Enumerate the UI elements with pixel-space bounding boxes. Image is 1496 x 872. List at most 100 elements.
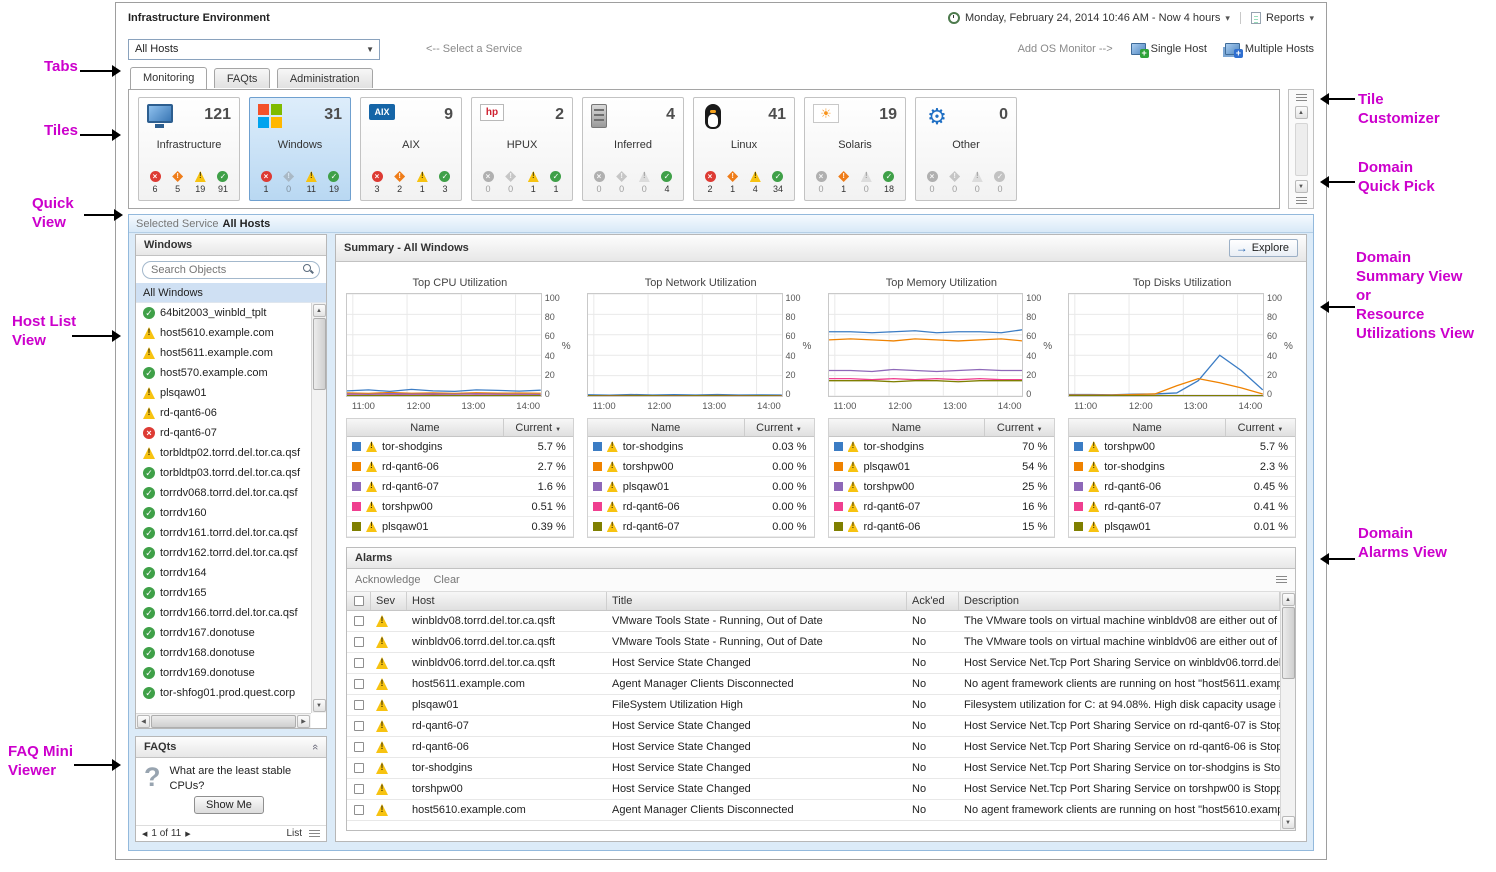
collapse-icon[interactable] — [312, 741, 318, 753]
utilization-row[interactable]: ! rd-qant6-06 2.7 % — [347, 457, 573, 477]
host-list-item[interactable]: ✓ torrdv168.donotuse — [136, 643, 311, 663]
column-header-current[interactable]: Current — [502, 419, 573, 436]
host-list-item-all[interactable]: All Windows — [136, 283, 326, 303]
alarm-row[interactable]: ! host5611.example.com Agent Manager Clien… — [347, 674, 1280, 695]
alarm-row[interactable]: ! winbldv06.torrd.del.tor.ca.qsft VMware T… — [347, 632, 1280, 653]
scrollbar-thumb[interactable] — [151, 714, 296, 728]
alarm-row[interactable]: ! winbldv08.torrd.del.tor.ca.qsft VMware T… — [347, 611, 1280, 632]
explore-button[interactable]: Explore — [1228, 239, 1298, 257]
alarm-row[interactable]: ! rd-qant6-07 Host Service State Changed No… — [347, 716, 1280, 737]
time-range-selector[interactable]: Monday, February 24, 2014 10:46 AM - Now… — [965, 12, 1221, 24]
column-header-name[interactable]: Name — [891, 421, 922, 434]
host-list-item[interactable]: ! plsqaw01 — [136, 383, 311, 403]
scroll-up-icon[interactable] — [312, 304, 326, 317]
select-all-checkbox[interactable] — [353, 596, 364, 606]
alarm-row[interactable]: ! plsqaw01 FileSystem Utilization High No Fi… — [347, 695, 1280, 716]
row-checkbox[interactable] — [354, 721, 364, 731]
row-checkbox[interactable] — [354, 805, 364, 815]
alarm-row[interactable]: ! winbldv06.torrd.del.tor.ca.qsft Host Ser… — [347, 653, 1280, 674]
column-header-title[interactable]: Title — [607, 592, 907, 610]
tile-linux[interactable]: 41 Linux × 2! 1! 4 ✓ 34 — [693, 97, 795, 201]
utilization-row[interactable]: ! torshpw00 5.7 % — [1069, 437, 1295, 457]
alarms-vertical-scrollbar[interactable] — [1280, 592, 1295, 830]
utilization-row[interactable]: ! rd-qant6-06 0.45 % — [1069, 477, 1295, 497]
host-list-item[interactable]: × rd-qant6-07 — [136, 423, 311, 443]
host-list-item[interactable]: ✓ torrdv169.donotuse — [136, 663, 311, 683]
utilization-row[interactable]: ! plsqaw01 0.01 % — [1069, 517, 1295, 537]
utilization-row[interactable]: ! tor-shodgins 2.3 % — [1069, 457, 1295, 477]
host-list-item[interactable]: ✓ 64bit2003_winbld_tplt — [136, 303, 311, 323]
utilization-row[interactable]: ! tor-shodgins 0.03 % — [587, 437, 814, 457]
column-header-name[interactable]: Name — [650, 421, 681, 434]
utilization-row[interactable]: ! tor-shodgins 5.7 % — [347, 437, 573, 457]
single-host-button[interactable]: Single Host — [1130, 43, 1207, 58]
utilization-row[interactable]: ! rd-qant6-06 15 % — [828, 517, 1055, 537]
column-header-description[interactable]: Description — [959, 592, 1280, 610]
host-list-item[interactable]: ✓ torrdv167.donotuse — [136, 623, 311, 643]
tiles-scrollbar[interactable] — [1294, 123, 1308, 176]
column-header-current[interactable]: Current — [743, 419, 814, 436]
row-checkbox[interactable] — [354, 742, 364, 752]
scrollbar-thumb[interactable] — [312, 318, 326, 390]
tile-aix[interactable]: AIX 9 AIX × 3! 2! 1 ✓ 3 — [360, 97, 462, 201]
utilization-row[interactable]: ! tor-shodgins 70 % — [828, 437, 1055, 457]
tile-customizer-icon[interactable] — [1295, 94, 1307, 102]
list-view-toggle[interactable]: List — [286, 828, 302, 839]
tab-administration[interactable]: Administration — [276, 68, 373, 88]
utilization-row[interactable]: ! plsqaw01 0.00 % — [587, 477, 814, 497]
row-checkbox[interactable] — [354, 763, 364, 773]
row-checkbox[interactable] — [354, 784, 364, 794]
chevron-down-icon[interactable] — [1225, 12, 1230, 24]
column-header-current[interactable]: Current — [1225, 419, 1295, 436]
utilization-row[interactable]: ! rd-qant6-07 1.6 % — [347, 477, 573, 497]
host-list-item[interactable]: ! torbldtp02.torrd.del.tor.ca.qsf — [136, 443, 311, 463]
alarms-menu-icon[interactable] — [1276, 576, 1287, 584]
column-header-host[interactable]: Host — [407, 592, 607, 610]
host-list-item[interactable]: ✓ torrdv068.torrd.del.tor.ca.qsf — [136, 483, 311, 503]
alarm-row[interactable]: ! host5610.example.com Agent Manager Clien… — [347, 800, 1280, 821]
column-header-current[interactable]: Current — [984, 419, 1054, 436]
next-page-icon[interactable] — [185, 828, 190, 839]
tab-faqts[interactable]: FAQts — [213, 68, 271, 88]
utilization-row[interactable]: ! torshpw00 0.51 % — [347, 497, 573, 517]
row-checkbox[interactable] — [354, 616, 364, 626]
utilization-row[interactable]: ! rd-qant6-06 0.00 % — [587, 497, 814, 517]
prev-page-icon[interactable] — [142, 828, 147, 839]
scrollbar-thumb[interactable] — [1281, 607, 1295, 679]
acknowledge-button[interactable]: Acknowledge — [355, 574, 421, 586]
tile-windows[interactable]: 31 Windows × 1! 0! 11 ✓ 19 — [249, 97, 351, 201]
utilization-row[interactable]: ! rd-qant6-07 16 % — [828, 497, 1055, 517]
tile-hpux[interactable]: hp 2 HPUX × 0! 0! 1 ✓ 1 — [471, 97, 573, 201]
alarm-row[interactable]: ! torshpw00 Host Service State Changed No Ho… — [347, 779, 1280, 800]
host-list-item[interactable]: ! rd-qant6-06 — [136, 403, 311, 423]
row-checkbox[interactable] — [354, 679, 364, 689]
column-header-sev[interactable]: Sev — [371, 592, 407, 610]
service-selector[interactable]: All Hosts — [128, 38, 380, 60]
show-me-button[interactable]: Show Me — [194, 795, 264, 814]
host-list-item[interactable]: ✓ tor-shfog01.prod.quest.corp — [136, 683, 311, 703]
search-icon[interactable] — [303, 264, 314, 275]
row-checkbox[interactable] — [354, 658, 364, 668]
row-checkbox[interactable] — [354, 700, 364, 710]
tile-inferred[interactable]: 4 Inferred × 0! 0! 0 ✓ 4 — [582, 97, 684, 201]
list-icon[interactable] — [309, 829, 320, 838]
alarm-row[interactable]: ! rd-qant6-06 Host Service State Changed No… — [347, 737, 1280, 758]
host-list-item[interactable]: ! host5611.example.com — [136, 343, 311, 363]
reports-menu[interactable]: Reports — [1265, 12, 1305, 24]
scroll-down-icon[interactable] — [312, 699, 326, 712]
tab-monitoring[interactable]: Monitoring — [130, 67, 208, 89]
tiles-scroll-down-icon[interactable] — [1294, 180, 1308, 193]
host-list-item[interactable]: ✓ torrdv165 — [136, 583, 311, 603]
utilization-row[interactable]: ! torshpw00 0.00 % — [587, 457, 814, 477]
utilization-row[interactable]: ! torshpw00 25 % — [828, 477, 1055, 497]
tile-infrastructure[interactable]: 121 Infrastructure × 6! 5! 19 ✓ 91 — [138, 97, 240, 201]
chevron-down-icon[interactable] — [1309, 12, 1314, 24]
tile-options-icon[interactable] — [1295, 197, 1307, 205]
column-header-name[interactable]: Name — [410, 421, 440, 434]
host-list-item[interactable]: ✓ torrdv161.torrd.del.tor.ca.qsf — [136, 523, 311, 543]
scroll-left-icon[interactable] — [137, 714, 150, 728]
scroll-up-icon[interactable] — [1281, 593, 1295, 606]
host-list-vertical-scrollbar[interactable] — [311, 303, 326, 713]
